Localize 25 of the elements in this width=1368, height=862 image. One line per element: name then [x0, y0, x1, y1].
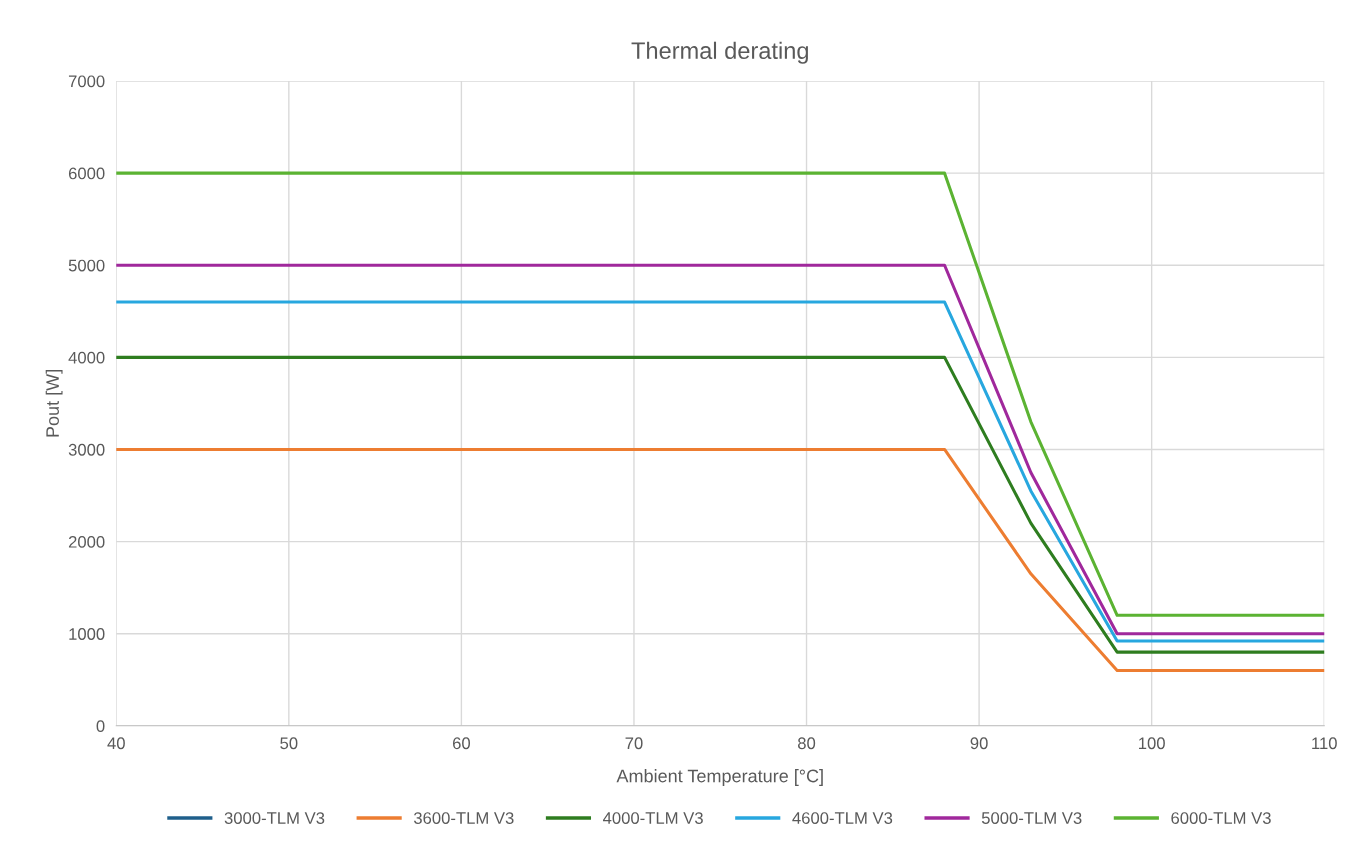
legend-label: 6000-TLM V3: [1171, 812, 1271, 824]
y-tick-label: 1000: [69, 628, 105, 640]
legend-label: 3600-TLM V3: [413, 812, 514, 824]
legend-label: 5000-TLM V3: [981, 812, 1082, 824]
y-tick-label: 7000: [68, 75, 105, 88]
x-tick-label: 50: [280, 737, 298, 750]
y-tick-label: 6000: [68, 167, 105, 180]
y-tick-label: 2000: [68, 535, 105, 548]
x-axis-title: Ambient Temperature [°C]: [616, 769, 823, 786]
y-tick-label: 3000: [68, 443, 105, 456]
x-tick-label: 80: [797, 737, 816, 750]
legend-label: 3000-TLM V3: [224, 812, 325, 824]
y-tick-label: 4000: [68, 351, 105, 364]
x-tick-label: 70: [625, 737, 643, 750]
x-tick-label: 40: [107, 737, 125, 750]
x-tick-label: 100: [1139, 737, 1165, 750]
chart-title: Thermal derating: [631, 41, 808, 64]
x-tick-label: 110: [1312, 737, 1337, 750]
legend-label: 4000-TLM V3: [603, 812, 703, 824]
x-tick-label: 60: [452, 737, 471, 750]
x-tick-label: 90: [970, 737, 988, 750]
y-tick-label: 5000: [68, 259, 105, 272]
y-tick-label: 0: [96, 720, 105, 733]
y-axis-title: Pout [W]: [45, 370, 63, 437]
legend-label: 4600-TLM V3: [792, 812, 893, 824]
